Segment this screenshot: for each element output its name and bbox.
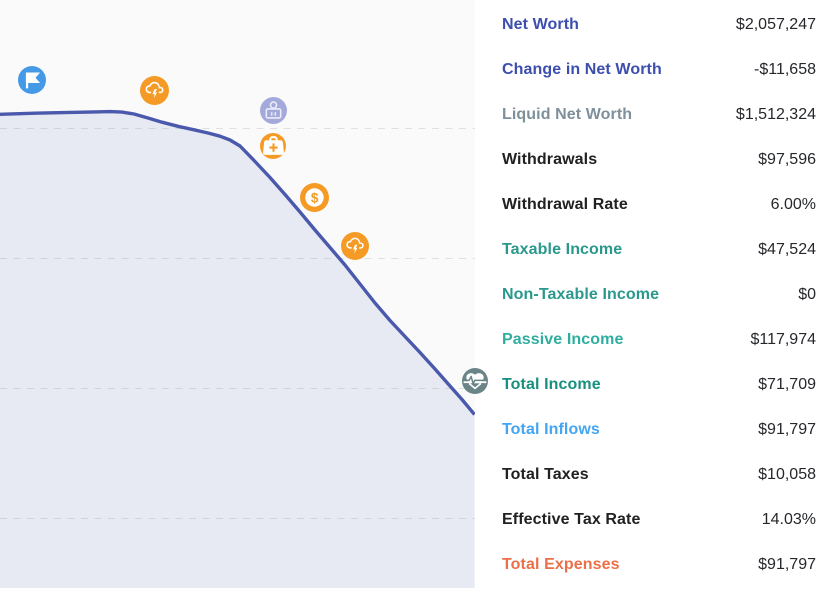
svg-text:$: $ (310, 190, 318, 205)
